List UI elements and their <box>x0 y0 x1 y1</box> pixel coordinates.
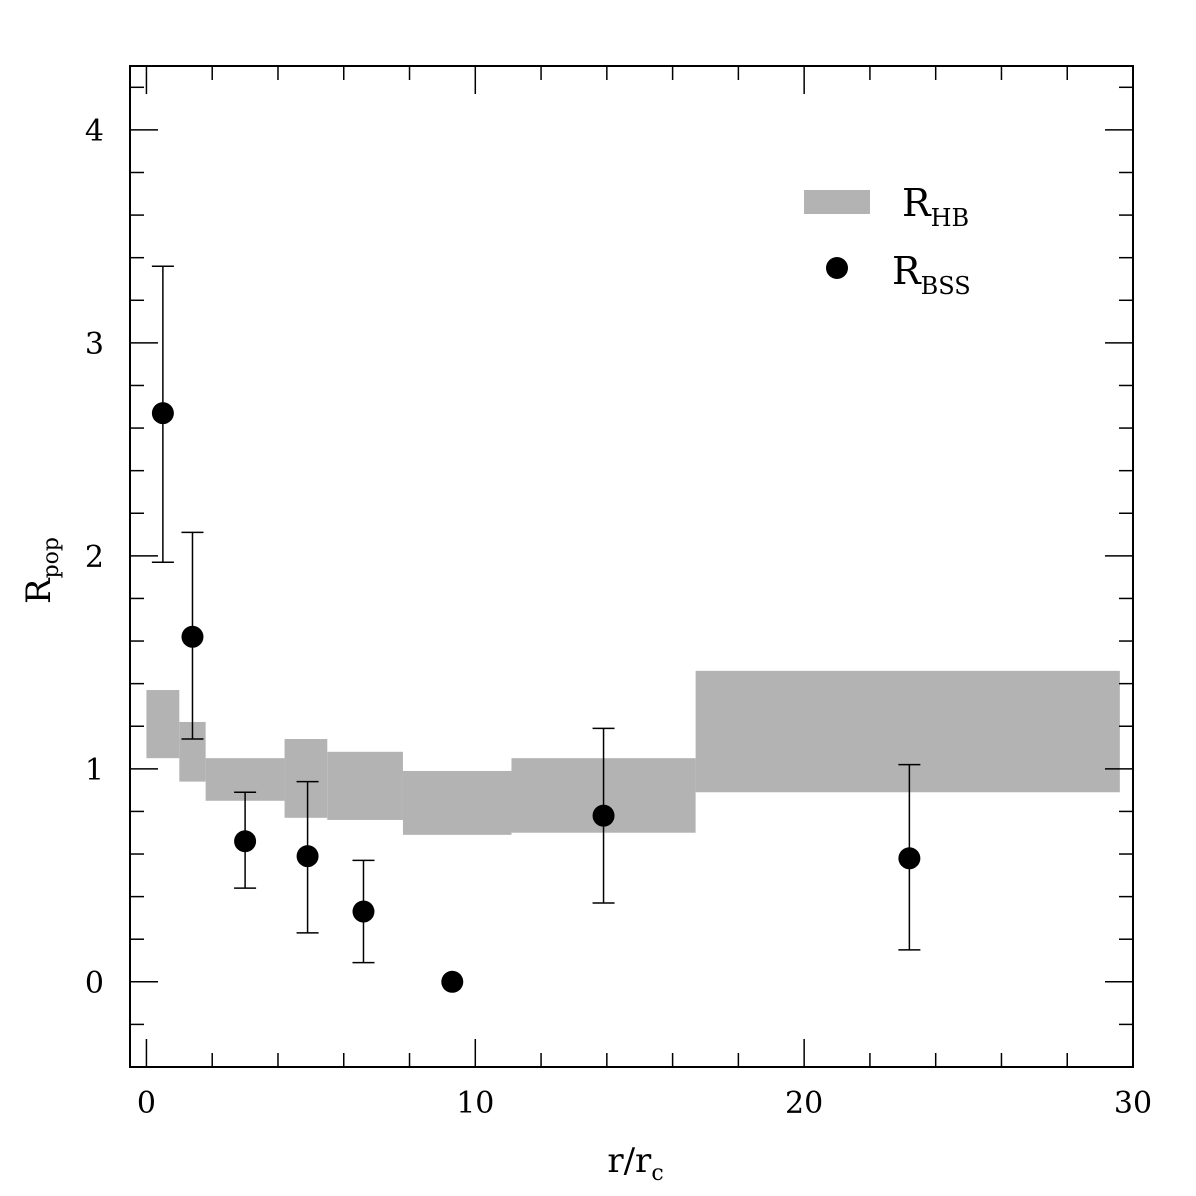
bss-point-1 <box>181 625 204 648</box>
bss-point-7 <box>898 847 921 870</box>
y-tick-label-4: 4 <box>85 114 104 149</box>
x-axis-label-sub: c <box>651 1161 663 1186</box>
bss-point-4 <box>352 900 375 923</box>
legend-bss-main: R <box>892 249 922 293</box>
x-tick-label-10: 10 <box>456 1086 494 1121</box>
axis-tick-labels: 0 10 20 30 0 1 2 3 4 <box>85 114 1152 1121</box>
bss-point-6 <box>592 804 615 827</box>
x-axis-label: r/rc <box>607 1141 663 1186</box>
y-axis-label-main: R <box>19 577 59 604</box>
legend-bss-sub: BSS <box>921 272 971 300</box>
x-tick-label-0: 0 <box>137 1086 156 1121</box>
legend-bss-marker <box>826 257 848 279</box>
bss-errorbar-group <box>151 265 921 964</box>
y-tick-label-1: 1 <box>85 753 104 788</box>
legend-hb-label: RHB <box>902 181 969 232</box>
y-axis-label: Rpop <box>19 537 64 604</box>
hb-band-bin-5 <box>402 770 512 835</box>
x-axis-label-main: r/r <box>607 1141 652 1181</box>
y-tick-label-2: 2 <box>85 540 104 575</box>
x-tick-label-20: 20 <box>785 1086 823 1121</box>
legend-bss-label: RBSS <box>892 249 971 300</box>
hb-band-group <box>146 670 1120 835</box>
legend-hb-swatch <box>804 190 870 214</box>
legend: RHB RBSS <box>804 181 971 300</box>
x-tick-label-30: 30 <box>1114 1086 1152 1121</box>
hb-band-bin-7 <box>695 670 1120 793</box>
legend-hb-main: R <box>902 181 932 225</box>
hb-band-bin-4 <box>327 751 403 820</box>
hb-band-bin-0 <box>146 690 180 759</box>
bss-point-3 <box>296 845 319 868</box>
bss-point-5 <box>441 970 464 993</box>
y-axis-label-sub: pop <box>39 537 64 578</box>
y-tick-label-0: 0 <box>85 966 104 1001</box>
bss-point-group <box>151 402 921 993</box>
hb-band-bin-3 <box>284 739 328 818</box>
y-tick-label-3: 3 <box>85 327 104 362</box>
axis-ticks <box>130 66 1134 1067</box>
bss-point-2 <box>234 830 257 853</box>
bss-point-0 <box>151 402 174 425</box>
plot-frame <box>129 65 1134 1068</box>
legend-hb-sub: HB <box>931 204 970 232</box>
